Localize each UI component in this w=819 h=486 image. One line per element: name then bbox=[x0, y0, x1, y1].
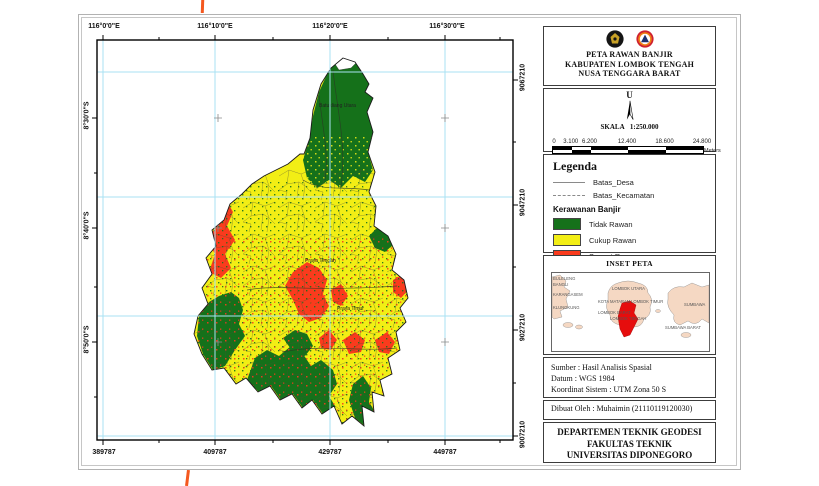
map-ticks bbox=[92, 35, 518, 445]
district-outline bbox=[193, 57, 409, 428]
inset-label-sumbawa-barat: SUMBAWA BARAT bbox=[665, 325, 701, 330]
scale-tick-5: 24.800 bbox=[692, 139, 712, 145]
inset-label-lombok-barat: LOMBOK BARAT bbox=[598, 310, 631, 315]
dept-line2: FAKULTAS TEKNIK bbox=[587, 438, 672, 449]
source-line-koordinat: Koordinat Sistem : UTM Zona 50 S bbox=[551, 385, 667, 394]
inset-label-karangasem: KARANGASEM bbox=[553, 292, 583, 297]
coord-top-0: 116°0'0"E bbox=[88, 23, 120, 30]
stray-mark-bottom bbox=[185, 469, 190, 486]
scale-bar: 0 3.100 6.200 12.400 18.600 24.800 bbox=[552, 139, 721, 157]
stray-mark-top bbox=[200, 0, 205, 14]
place-label-batukliang-utara: Batukliang Utara bbox=[319, 103, 356, 109]
legend-label-batas-desa: Batas_Desa bbox=[593, 178, 634, 187]
coord-bottom-0: 389787 bbox=[92, 449, 116, 456]
legend-label-tidak-rawan: Tidak Rawan bbox=[589, 219, 633, 229]
inset-label-lombok-utara: LOMBOK UTARA bbox=[612, 286, 645, 291]
inset-label-lombok-timur: LOMBOK TIMUR bbox=[631, 299, 663, 304]
coord-top-2: 116°20'0"E bbox=[312, 23, 348, 30]
sheet-outer-border bbox=[78, 14, 741, 470]
scale-unit: Meters bbox=[704, 148, 721, 154]
map-title-line1: PETA RAWAN BANJIR bbox=[586, 50, 673, 59]
scale-ratio: 1:250.000 bbox=[629, 123, 659, 131]
swatch-cukup-rawan bbox=[553, 234, 581, 246]
scale-bar-labels: 0 3.100 6.200 12.400 18.600 24.800 bbox=[552, 139, 712, 146]
coord-top-3: 116°30'0"E bbox=[429, 23, 465, 30]
inset-map: BULELENG BANGLI KARANGASEM KLUNGKUNG LOM… bbox=[551, 272, 710, 352]
dept-line1: DEPARTEMEN TEKNIK GEODESI bbox=[557, 427, 702, 437]
inset-map-svg: BULELENG BANGLI KARANGASEM KLUNGKUNG LOM… bbox=[551, 274, 710, 338]
legend-title: Legenda bbox=[553, 159, 598, 173]
legend-label-batas-kecamatan: Batas_Kecamatan bbox=[593, 191, 655, 200]
coord-right-2: 9027210 bbox=[519, 313, 527, 342]
coord-left-2: 8°50'0"S bbox=[83, 325, 91, 354]
coord-right-0: 9067210 bbox=[519, 63, 527, 92]
place-label-praya-timur: Praya Timur bbox=[337, 306, 364, 312]
grid-cross-marks bbox=[214, 114, 449, 346]
scale-tick-2: 6.200 bbox=[581, 139, 598, 145]
dept-line3: UNIVERSITAS DIPONEGORO bbox=[566, 450, 693, 460]
author-block: Dibuat Oleh : Muhaimin (21110119120030) bbox=[543, 400, 716, 420]
coord-top-1: 116°10'0"E bbox=[197, 23, 233, 30]
title-block: PETA RAWAN BANJIR KABUPATEN LOMBOK TENGA… bbox=[543, 26, 716, 86]
coord-bottom-1: 409787 bbox=[203, 449, 227, 456]
author-text: Dibuat Oleh : Muhaimin (21110119120030) bbox=[551, 404, 693, 413]
map-title-line2: KABUPATEN LOMBOK TENGAH bbox=[564, 59, 695, 69]
legend-label-cukup-rawan: Cukup Rawan bbox=[589, 235, 637, 245]
coord-bottom-3: 449787 bbox=[433, 449, 457, 456]
inset-label-kota-mataram: KOTA MATARAM bbox=[598, 299, 631, 304]
scale-caption: SKALA bbox=[600, 123, 625, 131]
swatch-tidak-rawan bbox=[553, 218, 581, 230]
scale-tick-4: 18.600 bbox=[655, 139, 674, 145]
map-title-line3: NUSA TENGGARA BARAT bbox=[578, 69, 681, 78]
scale-tick-3: 12.400 bbox=[617, 139, 637, 145]
coord-bottom-2: 429787 bbox=[318, 449, 342, 456]
legend-item-batas-kecamatan: Batas_Kecamatan bbox=[553, 191, 715, 200]
department-block: DEPARTEMEN TEKNIK GEODESI FAKULTAS TEKNI… bbox=[543, 422, 716, 463]
inset-label-buleleng: BULELENG bbox=[553, 276, 575, 281]
legend: Legenda Batas_Desa Batas_Kecamatan Keraw… bbox=[543, 154, 716, 262]
line-symbol-desa-icon bbox=[553, 182, 585, 183]
bpbd-logo-icon bbox=[635, 30, 654, 48]
source-block: Sumber : Hasil Analisis Spasial Datum : … bbox=[543, 357, 716, 398]
coord-left-0: 8°30'0"S bbox=[83, 101, 91, 130]
sheet-inner-border bbox=[81, 17, 737, 466]
inset-label-bangli: BANGLI bbox=[553, 282, 568, 287]
graticule-lines bbox=[97, 40, 513, 440]
source-line-sumber: Sumber : Hasil Analisis Spasial bbox=[551, 363, 652, 372]
north-label: U bbox=[626, 90, 633, 100]
inset-label-klungkung: KLUNGKUNG bbox=[553, 305, 580, 310]
legend-section-title: Kerawanan Banjir bbox=[553, 205, 621, 214]
inset-map-block: INSET PETA BULELENG BA bbox=[543, 255, 716, 355]
north-scale-block: U SKALA 1:250.000 0 3.100 6.200 12.400 1… bbox=[543, 88, 721, 154]
coord-right-1: 9047210 bbox=[519, 188, 527, 217]
flood-hazard-map-svg: Batukliang Utara Praya Tengah Praya Timu… bbox=[92, 35, 518, 445]
legend-item-cukup-rawan: Cukup Rawan bbox=[553, 234, 715, 246]
inset-label-lombok-tengah: LOMBOK TENGAH bbox=[610, 316, 646, 321]
scale-tick-0: 0 bbox=[552, 139, 556, 145]
scale-bar-segments bbox=[552, 146, 704, 154]
inset-label-sumbawa: SUMBAWA bbox=[684, 302, 706, 307]
district-fill-layers bbox=[194, 58, 408, 426]
legend-item-tidak-rawan: Tidak Rawan bbox=[553, 218, 715, 230]
logo-row bbox=[544, 30, 715, 48]
inset-title: INSET PETA bbox=[606, 259, 653, 268]
map-neatline bbox=[96, 39, 514, 441]
coord-right-3: 9007210 bbox=[519, 420, 527, 449]
undip-logo-icon bbox=[605, 30, 624, 48]
north-arrow-icon bbox=[626, 100, 633, 120]
source-line-datum: Datum : WGS 1984 bbox=[551, 374, 615, 383]
place-label-praya-tengah: Praya Tengah bbox=[305, 258, 336, 264]
main-map: Batukliang Utara Praya Tengah Praya Timu… bbox=[92, 35, 518, 445]
coord-left-1: 8°40'0"S bbox=[83, 211, 91, 240]
line-symbol-kecamatan-icon bbox=[553, 195, 585, 196]
scale-tick-1: 3.100 bbox=[563, 139, 579, 145]
legend-item-batas-desa: Batas_Desa bbox=[553, 178, 715, 187]
